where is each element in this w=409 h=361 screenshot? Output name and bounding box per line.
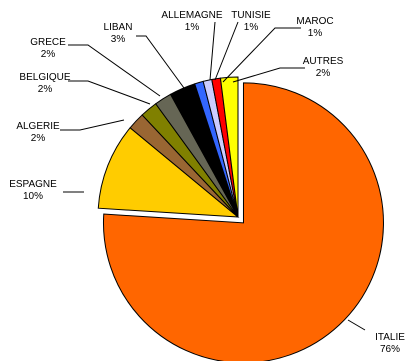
leader-lines [60,21,366,331]
pie-slice-espagne [97,127,240,218]
slice-label-espagne: ESPAGNE [9,179,57,190]
slice-label-liban: LIBAN [104,22,133,33]
leader-line-allemagne [209,21,216,81]
slice-label-maroc: MAROC [296,16,333,27]
leader-line-grece [68,44,161,97]
leader-line-liban [136,35,185,89]
pie-slices [97,76,384,361]
leader-line-algerie [60,119,125,131]
slice-value-maroc: 1% [308,28,323,39]
leader-line-autres [232,67,305,83]
slice-value-espagne: 10% [23,191,43,202]
slice-value-autres: 2% [316,68,331,79]
slice-value-italie: 76% [380,344,400,355]
leader-line-italie [347,319,366,331]
slice-label-algerie: ALGERIE [16,121,60,132]
slice-value-algerie: 2% [31,133,46,144]
leader-line-tunisie [214,21,239,81]
pie-slice-autres [219,76,239,218]
slice-label-allemagne: ALLEMAGNE [161,10,222,21]
slice-label-tunisie: TUNISIE [231,10,271,21]
slice-value-allemagne: 1% [185,22,200,33]
slice-value-grece: 2% [41,49,56,60]
slice-label-autres: AUTRES [303,56,344,67]
leader-line-maroc [222,27,301,83]
slice-label-grece: GRECE [30,37,66,48]
slice-label-italie: ITALIE [375,332,405,343]
slice-labels: ITALIE76%ESPAGNE10%ALGERIE2%BELGIQUE2%GR… [9,10,405,355]
slice-label-belgique: BELGIQUE [19,72,70,83]
pie-slice-italie [102,82,384,361]
slice-value-belgique: 2% [38,84,53,95]
slice-value-liban: 3% [111,34,126,45]
slice-value-tunisie: 1% [244,22,259,33]
leader-line-belgique [68,80,151,105]
